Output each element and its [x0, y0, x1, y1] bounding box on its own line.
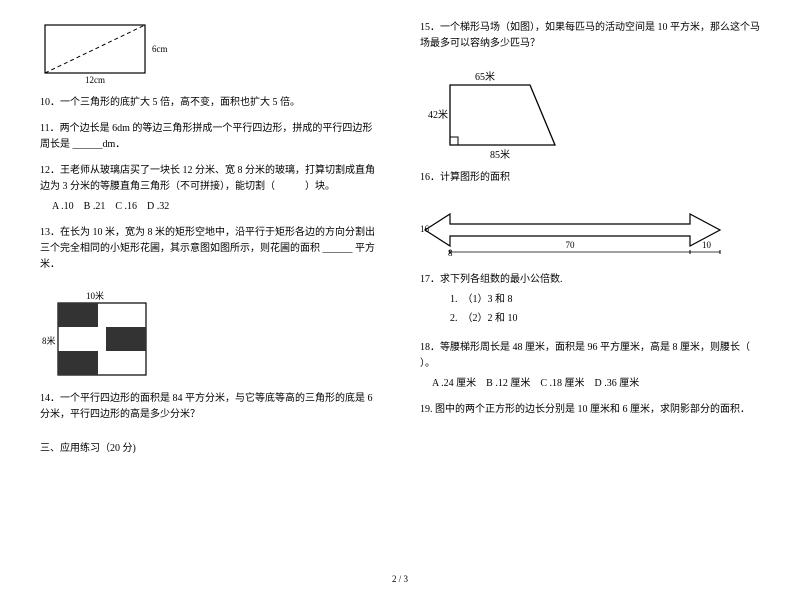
question-11: 11．两个边长是 6dm 的等边三角形拼成一个平行四边形，拼成的平行四边形周长是… [40, 121, 380, 153]
question-16: 16．计算图形的面积 [420, 170, 760, 186]
page-number: 2 / 3 [0, 574, 800, 584]
question-18: 18．等腰梯形周长是 48 厘米，面积是 96 平方厘米，高是 8 厘米，则腰长… [420, 340, 760, 392]
question-19: 19. 图中的两个正方形的边长分别是 10 厘米和 6 厘米，求阴影部分的面积． [420, 402, 760, 418]
arrow-mid-label: 70 [566, 240, 576, 250]
q13-top-label: 10米 [86, 290, 104, 301]
q17-item-2: 2. （2）2 和 10 [450, 311, 760, 327]
figure-q13: 10米 8米 [40, 289, 380, 381]
arrow-right-label: 10 [702, 240, 712, 250]
section-3-heading: 三、应用练习（20 分) [40, 441, 380, 457]
question-13-text: 13．在长为 10 米，宽为 8 米的矩形空地中，沿平行于矩形各边的方向分割出三… [40, 225, 380, 273]
rect-height-label: 6cm [152, 44, 168, 54]
question-17: 17．求下列各组数的最小公倍数. 1. （1）3 和 8 2. （2）2 和 1… [420, 272, 760, 330]
figure-trapezoid-q15: 65米 42米 85米 [420, 70, 760, 160]
question-15: 15．一个梯形马场（如图），如果每匹马的活动空间是 10 平方米，那么这个马场最… [420, 20, 760, 52]
trap-top-label: 65米 [475, 70, 495, 83]
right-column: 15．一个梯形马场（如图），如果每匹马的活动空间是 10 平方米，那么这个马场最… [420, 20, 760, 560]
question-17-text: 17．求下列各组数的最小公倍数. [420, 272, 760, 288]
rect-width-label: 12cm [85, 75, 105, 85]
figure-rectangle-q-top: 12cm 6cm [40, 20, 380, 85]
trap-bottom-label: 85米 [490, 148, 510, 160]
question-10: 10．一个三角形的底扩大 5 倍，高不变，面积也扩大 5 倍。 [40, 95, 380, 111]
question-18-options: A .24 厘米 B .12 厘米 C .18 厘米 D .36 厘米 [432, 376, 760, 392]
question-12: 12．王老师从玻璃店买了一块长 12 分米、宽 8 分米的玻璃，打算切割成直角边… [40, 163, 380, 215]
question-18-text: 18．等腰梯形周长是 48 厘米，面积是 96 平方厘米，高是 8 厘米，则腰长… [420, 340, 760, 372]
left-column: 12cm 6cm 10．一个三角形的底扩大 5 倍，高不变，面积也扩大 5 倍。… [40, 20, 380, 560]
question-14: 14．一个平行四边形的面积是 84 平方分米，与它等底等高的三角形的底是 6 分… [40, 391, 380, 423]
question-12-options: A .10 B .21 C .16 D .32 [52, 199, 380, 215]
question-12-text: 12．王老师从玻璃店买了一块长 12 分米、宽 8 分米的玻璃，打算切割成直角边… [40, 163, 380, 195]
q13-left-label: 8米 [42, 335, 56, 346]
figure-arrow-q16: 16 8 70 10 [420, 204, 760, 262]
arrow-left-h-label: 16 [420, 224, 430, 234]
q17-item-1: 1. （1）3 和 8 [450, 292, 760, 308]
trap-left-label: 42米 [428, 108, 448, 121]
